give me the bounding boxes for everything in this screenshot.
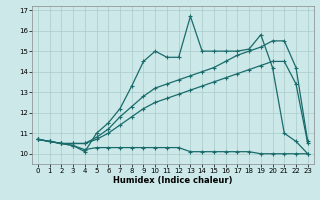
X-axis label: Humidex (Indice chaleur): Humidex (Indice chaleur) [113,176,233,185]
